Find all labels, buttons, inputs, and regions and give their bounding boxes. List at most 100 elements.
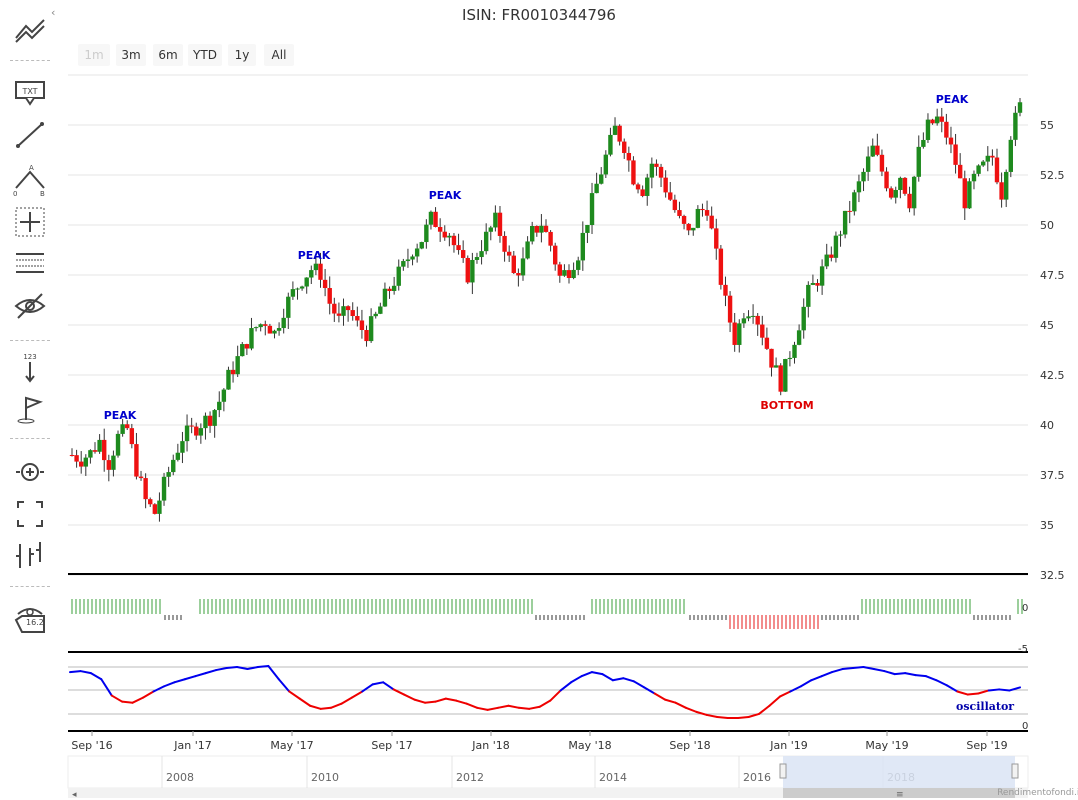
candle-body[interactable] [990, 155, 995, 158]
candle-body[interactable] [944, 121, 949, 138]
candle-body[interactable] [240, 344, 245, 357]
text-annotation-icon[interactable]: TXT [10, 74, 50, 112]
candle-body[interactable] [833, 235, 839, 258]
candle-body[interactable] [824, 254, 829, 267]
candle-body[interactable] [189, 425, 194, 427]
candle-body[interactable] [819, 266, 825, 286]
candle-body[interactable] [226, 369, 231, 390]
candle-body[interactable] [318, 263, 323, 280]
candle-body[interactable] [631, 160, 636, 185]
candle-body[interactable] [750, 315, 756, 317]
navigator-selection[interactable] [783, 756, 1015, 788]
candle-body[interactable] [483, 231, 489, 252]
candle-body[interactable] [355, 316, 360, 321]
hide-annotations-icon[interactable] [10, 286, 50, 324]
candle-body[interactable] [322, 279, 328, 289]
candle-body[interactable] [1017, 102, 1023, 113]
candle-body[interactable] [875, 145, 880, 155]
candle-body[interactable] [460, 250, 466, 258]
candle-body[interactable] [309, 270, 314, 278]
navigator-handle-right[interactable] [1011, 763, 1019, 779]
candle-body[interactable] [419, 242, 424, 249]
candle-body[interactable] [553, 245, 558, 265]
candle-body[interactable] [396, 266, 401, 286]
candle-body[interactable] [718, 248, 724, 285]
candle-body[interactable] [714, 228, 719, 249]
flag-icon[interactable] [10, 390, 50, 428]
candle-body[interactable] [272, 330, 277, 334]
candle-body[interactable] [350, 310, 355, 317]
candle-body[interactable] [92, 450, 98, 452]
candle-body[interactable] [134, 444, 139, 477]
range-button-6m[interactable]: 6m [153, 44, 183, 66]
candle-body[interactable] [148, 499, 153, 505]
candle-body[interactable] [88, 450, 93, 458]
candle-body[interactable] [635, 184, 641, 190]
candle-body[interactable] [778, 365, 783, 392]
candle-body[interactable] [746, 316, 751, 319]
candle-body[interactable] [612, 125, 618, 135]
candle-body[interactable] [1008, 139, 1013, 172]
candle-body[interactable] [258, 324, 263, 328]
candle-body[interactable] [456, 245, 461, 251]
candle-body[interactable] [971, 173, 977, 182]
candle-body[interactable] [516, 273, 521, 276]
candle-body[interactable] [405, 259, 411, 262]
candle-body[interactable] [161, 476, 167, 501]
candle-body[interactable] [580, 232, 586, 261]
candle-body[interactable] [534, 226, 539, 233]
candle-body[interactable] [506, 251, 512, 256]
candle-body[interactable] [373, 313, 378, 317]
candle-body[interactable] [815, 283, 820, 286]
candle-body[interactable] [884, 171, 889, 189]
current-price-icon[interactable]: 16.2 [10, 600, 50, 638]
candle-body[interactable] [957, 164, 963, 179]
indicators-icon[interactable] [10, 536, 50, 574]
candle-body[interactable] [263, 324, 268, 326]
candle-body[interactable] [921, 139, 926, 147]
navigator-handle-left[interactable] [779, 763, 787, 779]
candle-body[interactable] [847, 210, 852, 212]
candle-body[interactable] [709, 215, 714, 229]
candle-body[interactable] [760, 324, 765, 338]
candle-body[interactable] [594, 183, 599, 194]
candle-body[interactable] [658, 166, 664, 178]
candle-body[interactable] [773, 365, 779, 368]
candle-body[interactable] [842, 210, 848, 235]
candle-body[interactable] [194, 426, 199, 436]
candle-body[interactable] [700, 208, 705, 211]
candle-body[interactable] [437, 226, 443, 232]
candle-body[interactable] [1003, 171, 1009, 200]
candle-body[interactable] [925, 119, 931, 140]
candle-body[interactable] [980, 161, 986, 166]
candle-body[interactable] [985, 155, 990, 162]
candle-body[interactable] [902, 177, 908, 194]
range-button-1m[interactable]: 1m [78, 44, 110, 66]
candle-body[interactable] [97, 439, 102, 452]
candle-body[interactable] [704, 210, 710, 216]
candle-body[interactable] [566, 270, 572, 278]
fibonacci-icon[interactable]: A 0 B [10, 160, 50, 198]
candle-body[interactable] [608, 134, 613, 155]
candle-body[interactable] [327, 288, 332, 304]
line-tool-icon[interactable] [10, 116, 50, 154]
candle-body[interactable] [143, 478, 148, 500]
candle-body[interactable] [529, 226, 535, 242]
candle-body[interactable] [585, 224, 590, 233]
horizontal-lines-icon[interactable] [10, 244, 50, 282]
candle-body[interactable] [125, 424, 130, 429]
candle-body[interactable] [488, 227, 493, 232]
candle-body[interactable] [543, 225, 549, 232]
candle-body[interactable] [69, 455, 75, 456]
candle-body[interactable] [230, 369, 236, 375]
candle-body[interactable] [451, 235, 457, 246]
candle-body[interactable] [695, 208, 701, 228]
candle-body[interactable] [865, 156, 871, 172]
candle-body[interactable] [967, 181, 972, 209]
candle-body[interactable] [497, 212, 503, 236]
candle-body[interactable] [557, 264, 563, 276]
candle-body[interactable] [138, 476, 144, 479]
candle-body[interactable] [336, 313, 342, 316]
candle-body[interactable] [911, 176, 917, 209]
candle-body[interactable] [686, 223, 691, 231]
